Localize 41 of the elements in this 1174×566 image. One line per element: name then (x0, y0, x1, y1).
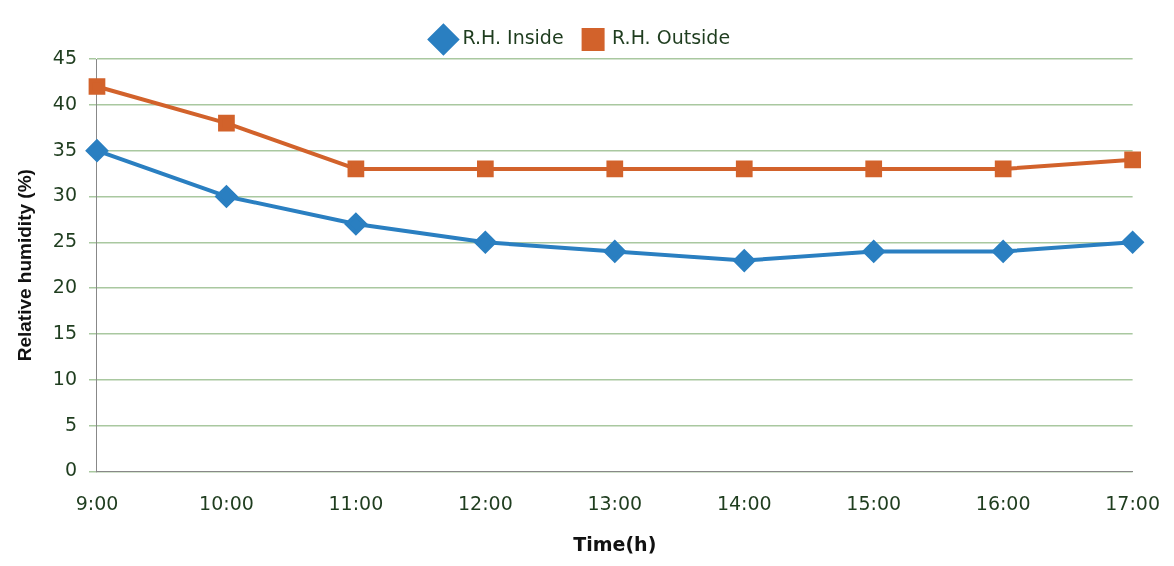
x-tick-label: 9:00 (75, 491, 119, 514)
point (865, 160, 883, 178)
x-tick-label: 17:00 (1105, 491, 1161, 514)
point (347, 160, 365, 178)
x-tick-label: 10:00 (199, 491, 254, 514)
point (603, 240, 626, 263)
point (218, 114, 235, 132)
y-tick-label: 0 (64, 458, 77, 481)
point (735, 160, 753, 178)
y-tick-label: 45 (52, 45, 77, 68)
y-tick-label: 40 (52, 91, 77, 114)
point (344, 212, 367, 235)
point (733, 249, 756, 272)
y-axis-title: Relative humidity (%) (13, 169, 35, 362)
point (88, 78, 106, 95)
point (606, 160, 624, 178)
y-tick-label: 5 (64, 412, 77, 435)
x-tick-label: 14:00 (716, 491, 772, 514)
y-tick-label: 20 (52, 275, 77, 298)
point (862, 240, 885, 263)
x-tick-label: 12:00 (457, 491, 513, 514)
point (992, 240, 1015, 263)
x-tick-label: 16:00 (975, 491, 1031, 514)
point (85, 139, 108, 162)
y-tick-label: 35 (52, 137, 77, 160)
y-tick-label: 15 (52, 320, 77, 343)
x-tick-label: 15:00 (846, 491, 902, 514)
point (1121, 231, 1144, 254)
point (994, 160, 1012, 178)
y-tick-label: 25 (52, 229, 77, 252)
y-tick-label: 30 (52, 183, 77, 206)
x-tick-label: 11:00 (328, 491, 384, 514)
point (215, 185, 238, 208)
point (474, 231, 497, 254)
legend-label: R.H. Inside (462, 26, 564, 49)
x-axis-title: Time(h) (573, 532, 657, 555)
y-tick-label: 10 (52, 366, 77, 389)
legend-label: R.H. Outside (612, 26, 731, 49)
point (476, 160, 494, 178)
x-tick-label: 13:00 (587, 491, 643, 514)
point (1124, 151, 1141, 169)
